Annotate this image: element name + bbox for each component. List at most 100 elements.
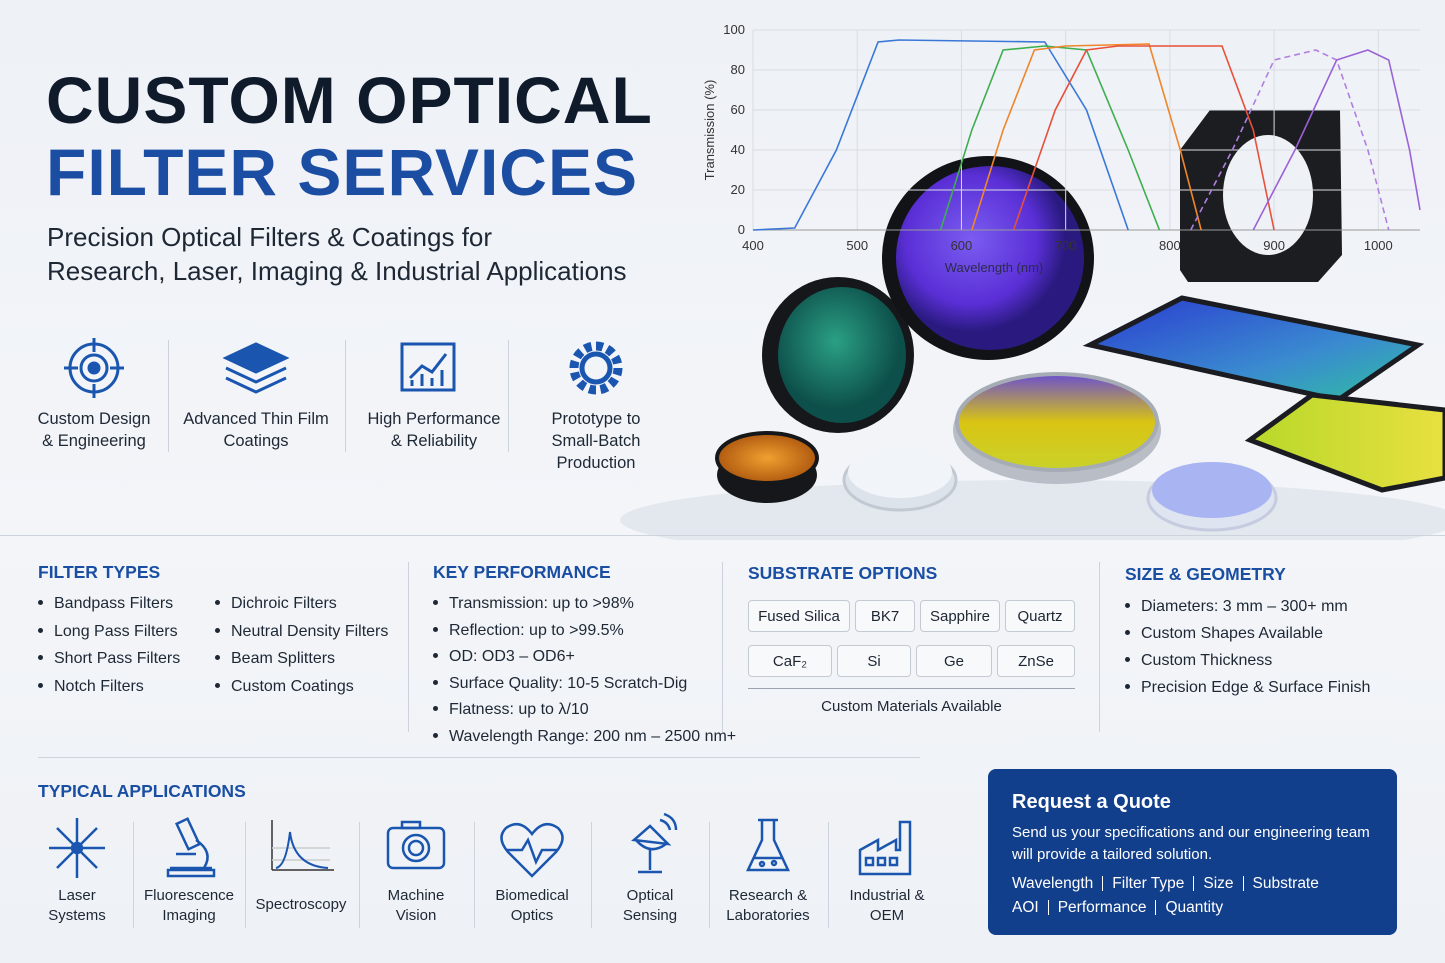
title-line2: FILTER SERVICES [46, 135, 638, 209]
quote-fields: AOI Performance Quantity [1012, 899, 1232, 916]
x-tick-label: 700 [1055, 238, 1077, 253]
quote-title: Request a Quote [1012, 791, 1171, 813]
section-title: TYPICAL APPLICATIONS [38, 781, 246, 801]
quote-fields: Wavelength Filter Type Size Substrate [1012, 875, 1328, 892]
x-axis-title: Wavelength (nm) [945, 260, 1044, 275]
quote-field: AOI [1012, 899, 1039, 916]
quote-text: Send us your specifications and our engi… [1012, 824, 1370, 863]
divider [709, 822, 710, 928]
substrate-chip: Quartz [1005, 600, 1075, 632]
series-line [752, 39, 1129, 231]
application-label: Sensing [622, 907, 678, 924]
divider [508, 340, 509, 452]
title-line1: CUSTOM OPTICAL [46, 63, 653, 137]
divider [1099, 562, 1100, 732]
feature-label: & Engineering [42, 432, 146, 450]
feature-label: Small-Batch Production [551, 432, 641, 472]
application-label: Systems [48, 907, 106, 924]
y-axis-title: Transmission (%) [702, 80, 717, 181]
divider [168, 340, 169, 452]
feature-label: Advanced Thin Film [183, 410, 329, 428]
divider [358, 822, 360, 928]
list-item: Short Pass Filters [36, 650, 180, 668]
feature-label: Custom Design [37, 410, 151, 428]
list-item: Wavelength Range: 200 nm – 2500 nm+ [431, 728, 736, 746]
list-item: Reflection: up to >99.5% [431, 622, 624, 640]
series-line [1252, 49, 1421, 231]
series-line [971, 43, 1202, 231]
list-item: Long Pass Filters [36, 623, 178, 641]
list-item: Custom Coatings [213, 678, 354, 696]
series-line [939, 45, 1161, 231]
substrate-note: Custom Materials Available [821, 698, 1002, 715]
divider [722, 562, 723, 732]
transmission-chart: Transmission (%) Wavelength (nm) 0 20 40 60… [702, 22, 1421, 275]
application-label: OEM [869, 907, 905, 924]
quote-field: Size [1193, 876, 1242, 891]
list-item: Bandpass Filters [36, 595, 173, 613]
substrate-chip: Si [837, 645, 911, 677]
list-item: Surface Quality: 10-5 Scratch-Dig [431, 675, 687, 693]
application-label: Fluorescence [143, 887, 235, 904]
application-label: Research & [728, 887, 808, 904]
substrate-chip: Sapphire [920, 600, 1000, 632]
list-item: Neutral Density Filters [213, 623, 388, 641]
divider [0, 535, 1445, 536]
list-item: Custom Thickness [1123, 652, 1272, 670]
quote-field: Substrate [1242, 876, 1328, 891]
x-tick-label: 500 [846, 238, 868, 253]
application-label: Biomedical [495, 887, 569, 904]
substrate-chip: BK7 [855, 600, 915, 632]
quote-box[interactable]: Request a Quote Send us your specificati… [988, 769, 1397, 935]
feature-label: & Reliability [390, 432, 478, 450]
list-item: Precision Edge & Surface Finish [1123, 679, 1370, 697]
feature-icons [64, 338, 623, 398]
list-item: OD: OD3 – OD6+ [431, 648, 575, 666]
list-item: Custom Shapes Available [1123, 625, 1323, 643]
y-tick-label: 0 [738, 222, 745, 237]
x-tick-label: 1000 [1364, 238, 1393, 253]
section-title: SUBSTRATE OPTIONS [748, 563, 938, 583]
substrate-chip: ZnSe [997, 645, 1075, 677]
application-label: Machine [387, 887, 445, 904]
x-tick-label: 900 [1263, 238, 1285, 253]
y-tick-label: 40 [731, 142, 745, 157]
application-label: Laboratories [726, 907, 810, 924]
optics-illustration [620, 110, 1445, 540]
application-label: Optical [626, 887, 674, 904]
divider [345, 340, 346, 452]
feature-label: Prototype to [551, 410, 641, 428]
divider [408, 562, 409, 732]
quote-field: Performance [1047, 900, 1156, 915]
divider [245, 822, 246, 928]
application-label: Imaging [162, 907, 216, 924]
list-item: Transmission: up to >98% [431, 595, 634, 613]
substrate-chip: Fused Silica [748, 600, 850, 632]
list-item: Dichroic Filters [213, 595, 337, 613]
application-label: Industrial & [849, 887, 925, 904]
application-label: Spectroscopy [255, 896, 347, 913]
feature-label: High Performance [367, 410, 501, 428]
application-label: Optics [510, 907, 554, 924]
list-item: Notch Filters [36, 678, 144, 696]
substrate-chip: Ge [916, 645, 992, 677]
series-line [1012, 45, 1275, 231]
series-line [1190, 49, 1390, 231]
feature-label: Coatings [223, 432, 289, 450]
divider [748, 688, 1075, 689]
application-icons [49, 812, 912, 878]
y-tick-label: 100 [723, 22, 745, 37]
y-tick-label: 80 [731, 62, 745, 77]
quote-field: Wavelength [1012, 875, 1094, 892]
substrate-chip: CaF₂ [748, 645, 832, 677]
section-title: SIZE & GEOMETRY [1125, 564, 1286, 584]
divider [827, 822, 829, 928]
section-title: KEY PERFORMANCE [433, 562, 611, 582]
divider [591, 822, 592, 928]
quote-field: Filter Type [1102, 876, 1193, 891]
x-tick-label: 400 [742, 238, 764, 253]
x-tick-label: 800 [1159, 238, 1181, 253]
application-label: Vision [395, 907, 437, 924]
subtitle: Research, Laser, Imaging & Industrial Ap… [47, 256, 627, 286]
